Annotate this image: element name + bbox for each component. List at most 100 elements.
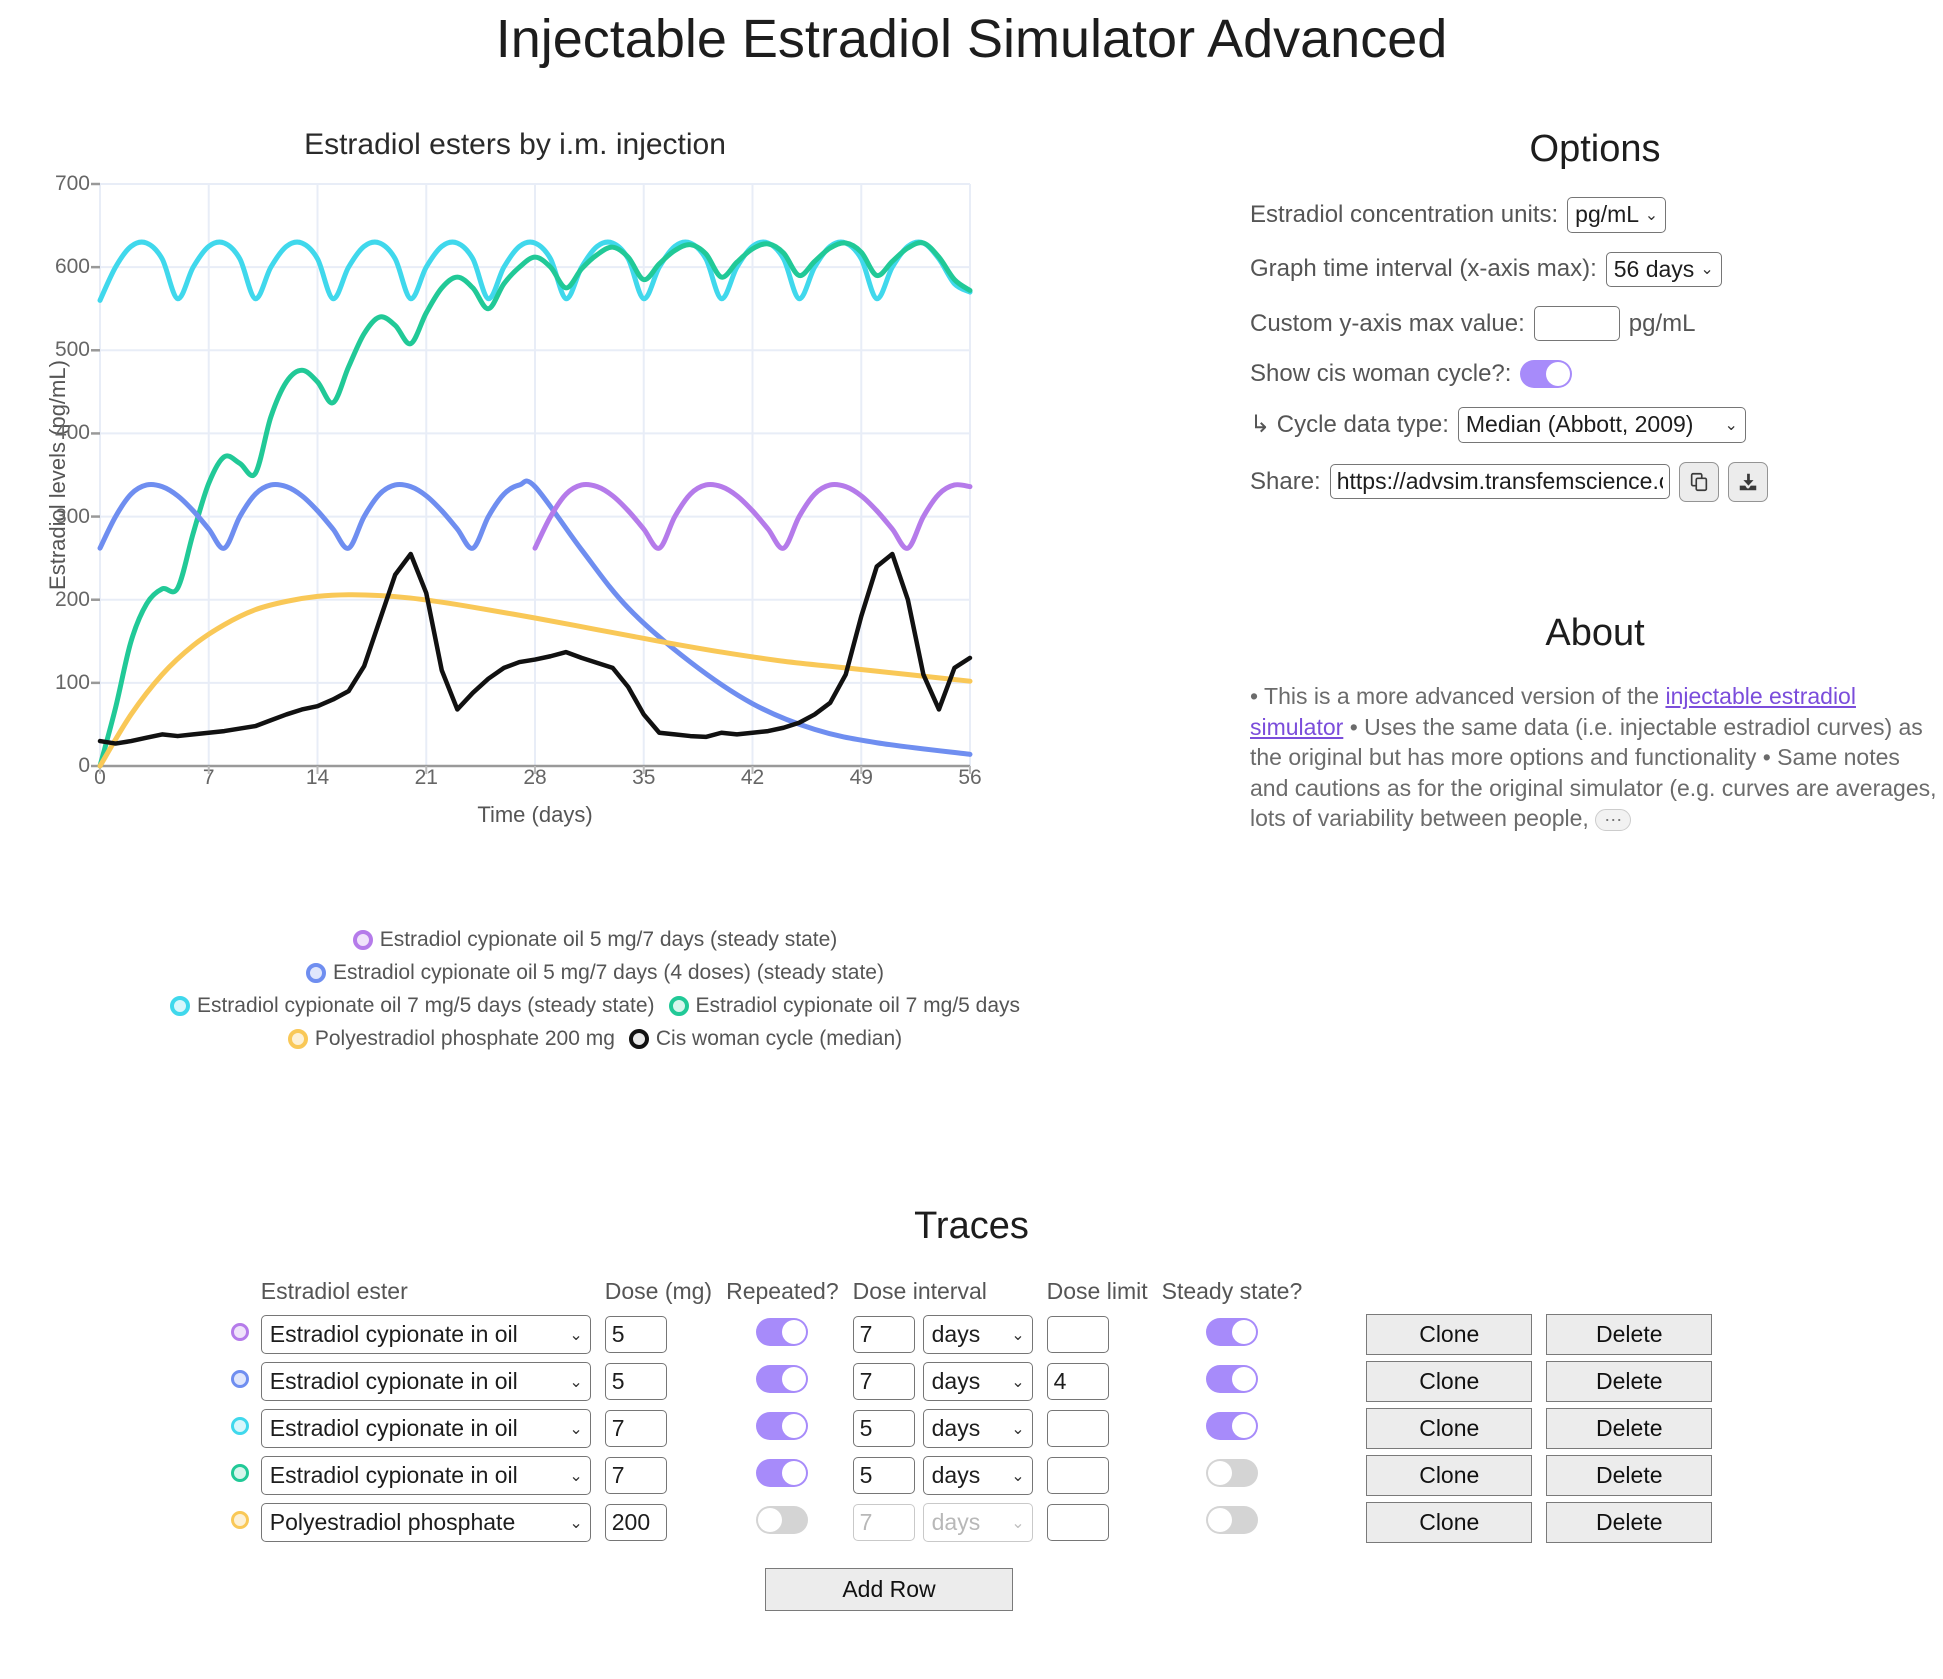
repeated-toggle[interactable] (756, 1412, 809, 1440)
clone-cell: Clone (1316, 1311, 1546, 1358)
ester-select[interactable]: Estradiol cypionate in oil (260, 1314, 591, 1355)
delete-button[interactable]: Delete (1546, 1455, 1713, 1496)
clone-button[interactable]: Clone (1366, 1502, 1533, 1543)
ester-select-wrap[interactable]: Estradiol cypionate in oil ⌄ (260, 1314, 591, 1355)
units-select[interactable]: pg/mL (1567, 197, 1667, 233)
add-row-button[interactable]: Add Row (765, 1568, 1013, 1611)
interval-unit-select[interactable]: days (922, 1314, 1033, 1355)
delete-button[interactable]: Delete (1546, 1361, 1713, 1402)
interval-input[interactable] (852, 1504, 915, 1541)
time-interval-select[interactable]: 56 days (1605, 251, 1722, 288)
copy-icon (1690, 472, 1707, 491)
legend-item[interactable]: Estradiol cypionate oil 7 mg/5 days (ste… (169, 994, 655, 1018)
limit-input[interactable] (1046, 1457, 1109, 1494)
clone-button[interactable]: Clone (1366, 1408, 1533, 1449)
about-text-part-2: • Uses the same data (i.e. injectable es… (1250, 713, 1937, 832)
legend-marker-icon (287, 1029, 308, 1049)
add-row-wrap: Add Row (0, 1568, 1943, 1611)
repeated-toggle[interactable] (756, 1506, 809, 1534)
cycle-type-select[interactable]: Median (Abbott, 2009) (1457, 407, 1746, 443)
delete-cell: Delete (1546, 1311, 1713, 1358)
repeated-cell (726, 1452, 853, 1499)
steady-state-toggle[interactable] (1205, 1459, 1258, 1487)
delete-button[interactable]: Delete (1546, 1314, 1713, 1355)
legend-label: Estradiol cypionate oil 7 mg/5 days (695, 994, 1021, 1017)
interval-unit-select[interactable]: days (922, 1361, 1033, 1402)
legend-marker-icon (352, 930, 373, 950)
steady-state-toggle[interactable] (1205, 1365, 1258, 1393)
dose-cell (604, 1311, 726, 1358)
legend-item[interactable]: Estradiol cypionate oil 5 mg/7 days (ste… (352, 928, 837, 952)
units-select-wrap[interactable]: pg/mL ⌄ (1567, 197, 1667, 233)
ester-select[interactable]: Polyestradiol phosphate (260, 1502, 591, 1543)
limit-input[interactable] (1046, 1410, 1109, 1447)
show-cycle-toggle[interactable] (1520, 360, 1573, 389)
time-interval-label: Graph time interval (x-axis max): (1250, 255, 1597, 283)
option-show-cycle-row: Show cis woman cycle?: (1250, 360, 1940, 389)
clone-cell: Clone (1316, 1405, 1546, 1452)
legend-item[interactable]: Polyestradiol phosphate 200 mg (287, 1027, 615, 1051)
steady-state-toggle[interactable] (1205, 1506, 1258, 1534)
interval-unit-select[interactable]: days (922, 1502, 1033, 1543)
custom-y-input[interactable] (1533, 306, 1620, 342)
clone-button[interactable]: Clone (1366, 1455, 1533, 1496)
ester-cell: Estradiol cypionate in oil ⌄ (260, 1405, 605, 1452)
legend-item[interactable]: Cis woman cycle (median) (628, 1027, 902, 1051)
share-input[interactable] (1329, 464, 1670, 500)
ester-select[interactable]: Estradiol cypionate in oil (260, 1361, 591, 1402)
about-heading: About (1545, 612, 1645, 654)
chart-title: Estradiol esters by i.m. injection (304, 128, 726, 161)
ester-select-wrap[interactable]: Estradiol cypionate in oil ⌄ (260, 1361, 591, 1402)
traces-table: Estradiol ester Dose (mg) Repeated? Dose… (230, 1278, 1713, 1546)
limit-input[interactable] (1046, 1363, 1109, 1400)
dose-input[interactable] (604, 1410, 667, 1447)
about-expand-button[interactable]: ⋯ (1595, 809, 1632, 832)
legend-item[interactable]: Estradiol cypionate oil 7 mg/5 days (668, 994, 1021, 1018)
interval-unit-select[interactable]: days (922, 1455, 1033, 1496)
trace-color-swatch (230, 1370, 249, 1388)
ester-select-wrap[interactable]: Polyestradiol phosphate ⌄ (260, 1502, 591, 1543)
interval-unit-wrap[interactable]: days ⌄ (922, 1455, 1033, 1496)
ester-select[interactable]: Estradiol cypionate in oil (260, 1455, 591, 1496)
ester-select[interactable]: Estradiol cypionate in oil (260, 1408, 591, 1449)
dose-input[interactable] (604, 1363, 667, 1400)
clone-button[interactable]: Clone (1366, 1314, 1533, 1355)
ester-select-wrap[interactable]: Estradiol cypionate in oil ⌄ (260, 1408, 591, 1449)
repeated-toggle[interactable] (756, 1318, 809, 1346)
cycle-type-select-wrap[interactable]: Median (Abbott, 2009) ⌄ (1457, 407, 1746, 443)
injectable-estradiol-simulator-link[interactable]: injectable estradiol simulator (1250, 683, 1856, 740)
interval-input[interactable] (852, 1363, 915, 1400)
dose-input[interactable] (604, 1457, 667, 1494)
interval-unit-select[interactable]: days (922, 1408, 1033, 1449)
ester-select-wrap[interactable]: Estradiol cypionate in oil ⌄ (260, 1455, 591, 1496)
clone-cell: Clone (1316, 1499, 1546, 1546)
time-interval-select-wrap[interactable]: 56 days ⌄ (1605, 251, 1722, 288)
download-icon (1739, 473, 1756, 491)
delete-button[interactable]: Delete (1546, 1408, 1713, 1449)
interval-cell (852, 1452, 923, 1499)
interval-input[interactable] (852, 1410, 915, 1447)
options-heading: Options (1529, 128, 1661, 170)
interval-input[interactable] (852, 1316, 915, 1353)
clone-button[interactable]: Clone (1366, 1361, 1533, 1402)
limit-input[interactable] (1046, 1316, 1109, 1353)
repeated-toggle[interactable] (756, 1459, 809, 1487)
limit-input[interactable] (1046, 1504, 1109, 1541)
dose-input[interactable] (604, 1316, 667, 1353)
download-button[interactable] (1727, 461, 1768, 502)
steady-state-toggle[interactable] (1205, 1412, 1258, 1440)
dose-cell (604, 1499, 726, 1546)
interval-input[interactable] (852, 1457, 915, 1494)
interval-unit-wrap[interactable]: days ⌄ (922, 1314, 1033, 1355)
steady-state-toggle[interactable] (1205, 1318, 1258, 1346)
interval-unit-wrap[interactable]: days ⌄ (922, 1502, 1033, 1543)
dose-input[interactable] (604, 1504, 667, 1541)
interval-unit-wrap[interactable]: days ⌄ (922, 1408, 1033, 1449)
col-header-limit: Dose limit (1046, 1278, 1148, 1304)
repeated-toggle[interactable] (756, 1365, 809, 1393)
interval-unit-wrap[interactable]: days ⌄ (922, 1361, 1033, 1402)
copy-button[interactable] (1678, 461, 1719, 502)
legend-item[interactable]: Estradiol cypionate oil 5 mg/7 days (4 d… (306, 961, 884, 985)
delete-button[interactable]: Delete (1546, 1502, 1713, 1543)
units-label: Estradiol concentration units: (1250, 200, 1559, 228)
